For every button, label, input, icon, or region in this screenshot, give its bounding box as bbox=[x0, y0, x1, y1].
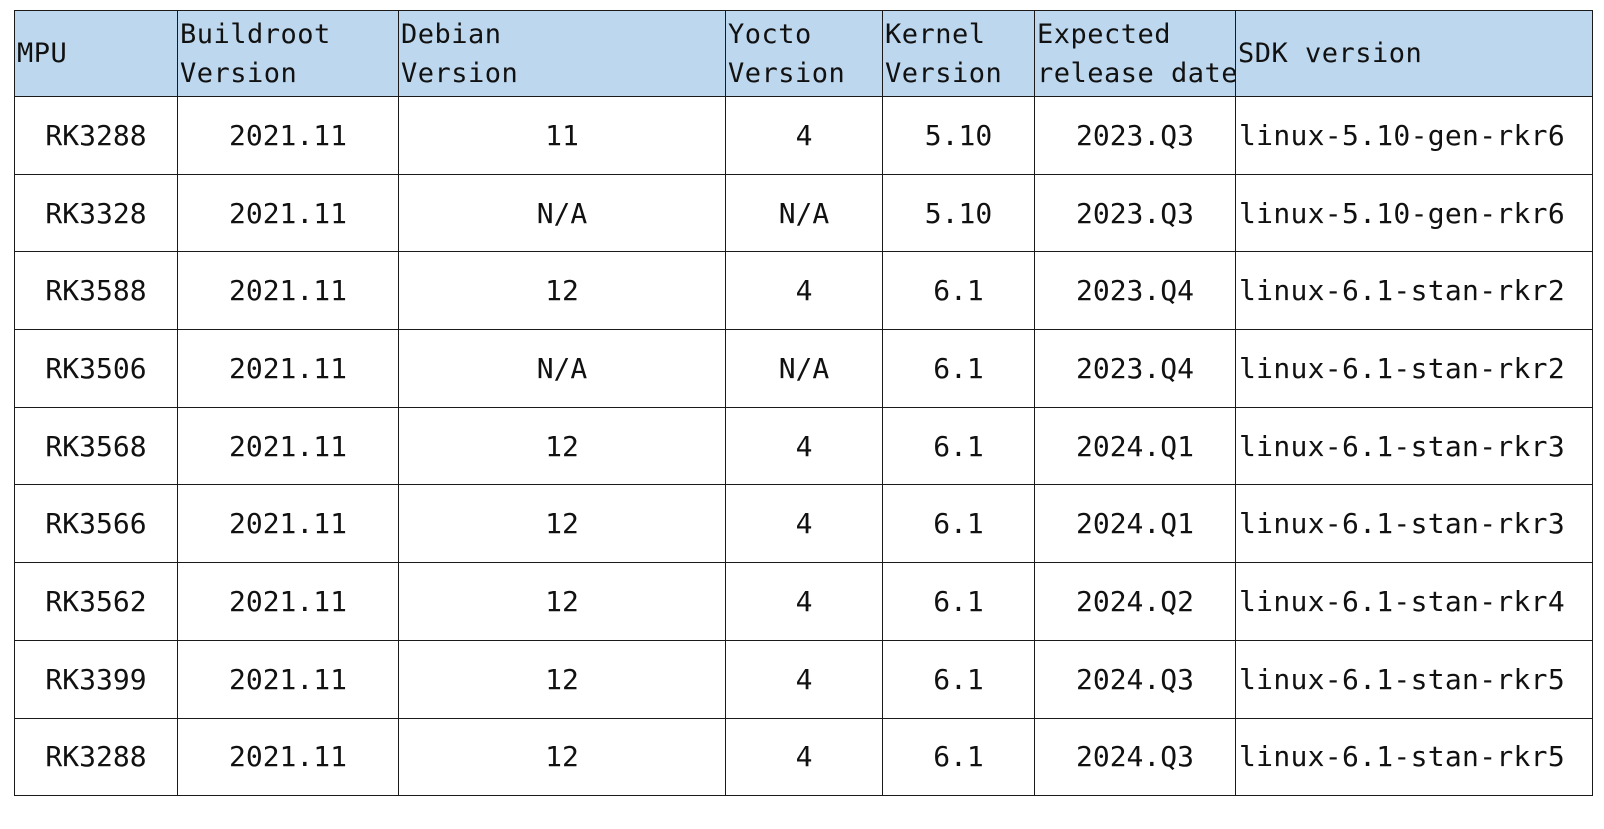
cell-kernel: 6.1 bbox=[882, 717, 1035, 797]
cell-debian: 11 bbox=[398, 96, 726, 175]
cell-mpu: RK3288 bbox=[14, 96, 178, 175]
column-header-date: Expected release date bbox=[1034, 10, 1236, 97]
cell-sdk: linux-6.1-stan-rkr5 bbox=[1235, 639, 1593, 719]
column-header-mpu: MPU bbox=[14, 10, 178, 97]
column-header-kernel-line: Kernel bbox=[885, 18, 986, 50]
cell-kernel: 6.1 bbox=[882, 251, 1035, 331]
column-header-yocto-line: Yocto bbox=[728, 18, 812, 50]
column-header-buildroot-line: Buildroot bbox=[180, 18, 331, 50]
cell-buildroot: 2021.11 bbox=[177, 717, 399, 797]
cell-kernel: 5.10 bbox=[882, 173, 1035, 253]
cell-mpu: RK3566 bbox=[14, 484, 178, 564]
cell-sdk: linux-6.1-stan-rkr3 bbox=[1235, 484, 1593, 564]
column-header-mpu-line: MPU bbox=[17, 38, 68, 69]
cell-debian: 12 bbox=[398, 717, 726, 797]
column-header-sdk: SDK version bbox=[1235, 10, 1593, 97]
cell-debian: 12 bbox=[398, 406, 726, 486]
cell-buildroot: 2021.11 bbox=[177, 251, 399, 331]
cell-mpu: RK3328 bbox=[14, 173, 178, 253]
cell-mpu: RK3588 bbox=[14, 251, 178, 331]
cell-yocto: 4 bbox=[725, 717, 883, 797]
cell-yocto: 4 bbox=[725, 406, 883, 486]
cell-date: 2023.Q4 bbox=[1034, 329, 1236, 408]
cell-mpu: RK3562 bbox=[14, 562, 178, 641]
cell-kernel: 6.1 bbox=[882, 562, 1035, 641]
cell-yocto: 4 bbox=[725, 484, 883, 564]
cell-date: 2023.Q3 bbox=[1034, 96, 1236, 175]
cell-yocto: N/A bbox=[725, 329, 883, 408]
cell-sdk: linux-6.1-stan-rkr2 bbox=[1235, 329, 1593, 408]
cell-date: 2024.Q3 bbox=[1034, 717, 1236, 797]
table-header: MPU Buildroot Version Debian Version Yocto Ver… bbox=[14, 10, 1593, 97]
cell-yocto: N/A bbox=[725, 173, 883, 253]
table-body: RK3288 2021.11 11 4 5.10 2023.Q3 linux-5.10-ge… bbox=[14, 96, 1593, 797]
cell-date: 2024.Q1 bbox=[1034, 406, 1236, 486]
cell-buildroot: 2021.11 bbox=[177, 406, 399, 486]
table-row: RK3328 2021.11 N/A N/A 5.10 2023.Q3 linux-5.10… bbox=[14, 173, 1593, 253]
header-row: MPU Buildroot Version Debian Version Yocto Ver… bbox=[14, 10, 1593, 97]
table-row: RK3566 2021.11 12 4 6.1 2024.Q1 linux-6.1-stan… bbox=[14, 484, 1593, 564]
cell-mpu: RK3506 bbox=[14, 329, 178, 408]
cell-sdk: linux-5.10-gen-rkr6 bbox=[1235, 96, 1593, 175]
cell-sdk: linux-6.1-stan-rkr3 bbox=[1235, 406, 1593, 486]
cell-kernel: 6.1 bbox=[882, 639, 1035, 719]
column-header-kernel-line: Version bbox=[885, 57, 1003, 89]
cell-yocto: 4 bbox=[725, 639, 883, 719]
table-row: RK3399 2021.11 12 4 6.1 2024.Q3 linux-6.1-stan… bbox=[14, 639, 1593, 719]
cell-buildroot: 2021.11 bbox=[177, 96, 399, 175]
column-header-yocto-line: Version bbox=[728, 57, 846, 89]
cell-date: 2024.Q1 bbox=[1034, 484, 1236, 564]
cell-yocto: 4 bbox=[725, 96, 883, 175]
cell-buildroot: 2021.11 bbox=[177, 173, 399, 253]
cell-buildroot: 2021.11 bbox=[177, 484, 399, 564]
cell-debian: 12 bbox=[398, 562, 726, 641]
column-header-debian-line: Debian bbox=[401, 18, 502, 50]
table-row: RK3506 2021.11 N/A N/A 6.1 2023.Q4 linux-6.1-s… bbox=[14, 329, 1593, 408]
cell-debian: N/A bbox=[398, 329, 726, 408]
cell-debian: 12 bbox=[398, 251, 726, 331]
cell-sdk: linux-6.1-stan-rkr2 bbox=[1235, 251, 1593, 331]
cell-buildroot: 2021.11 bbox=[177, 329, 399, 408]
cell-sdk: linux-6.1-stan-rkr4 bbox=[1235, 562, 1593, 641]
column-header-buildroot: Buildroot Version bbox=[177, 10, 399, 97]
release-table: MPU Buildroot Version Debian Version Yocto Ver… bbox=[14, 10, 1593, 797]
cell-yocto: 4 bbox=[725, 562, 883, 641]
cell-date: 2024.Q2 bbox=[1034, 562, 1236, 641]
table-row: RK3562 2021.11 12 4 6.1 2024.Q2 linux-6.1-stan… bbox=[14, 562, 1593, 641]
cell-debian: 12 bbox=[398, 639, 726, 719]
cell-buildroot: 2021.11 bbox=[177, 562, 399, 641]
column-header-kernel: Kernel Version bbox=[882, 10, 1035, 97]
table-row: RK3588 2021.11 12 4 6.1 2023.Q4 linux-6.1-stan… bbox=[14, 251, 1593, 331]
column-header-debian-line: Version bbox=[401, 57, 519, 89]
cell-date: 2024.Q3 bbox=[1034, 639, 1236, 719]
table-row: RK3568 2021.11 12 4 6.1 2024.Q1 linux-6.1-stan… bbox=[14, 406, 1593, 486]
column-header-buildroot-line: Version bbox=[180, 57, 298, 89]
table-row: RK3288 2021.11 12 4 6.1 2024.Q3 linux-6.1-stan… bbox=[14, 717, 1593, 797]
cell-kernel: 6.1 bbox=[882, 484, 1035, 564]
cell-yocto: 4 bbox=[725, 251, 883, 331]
column-header-debian: Debian Version bbox=[398, 10, 726, 97]
cell-kernel: 5.10 bbox=[882, 96, 1035, 175]
column-header-date-line: Expected bbox=[1037, 18, 1172, 50]
cell-buildroot: 2021.11 bbox=[177, 639, 399, 719]
column-header-date-line: release date bbox=[1037, 57, 1236, 89]
cell-debian: N/A bbox=[398, 173, 726, 253]
cell-sdk: linux-5.10-gen-rkr6 bbox=[1235, 173, 1593, 253]
column-header-yocto: Yocto Version bbox=[725, 10, 883, 97]
cell-date: 2023.Q3 bbox=[1034, 173, 1236, 253]
cell-sdk: linux-6.1-stan-rkr5 bbox=[1235, 717, 1593, 797]
cell-mpu: RK3568 bbox=[14, 406, 178, 486]
cell-kernel: 6.1 bbox=[882, 329, 1035, 408]
release-table-container: MPU Buildroot Version Debian Version Yocto Ver… bbox=[14, 10, 1593, 797]
cell-mpu: RK3288 bbox=[14, 717, 178, 797]
cell-debian: 12 bbox=[398, 484, 726, 564]
table-row: RK3288 2021.11 11 4 5.10 2023.Q3 linux-5.10-ge… bbox=[14, 96, 1593, 175]
cell-date: 2023.Q4 bbox=[1034, 251, 1236, 331]
column-header-sdk-line: SDK version bbox=[1238, 38, 1423, 69]
cell-mpu: RK3399 bbox=[14, 639, 178, 719]
cell-kernel: 6.1 bbox=[882, 406, 1035, 486]
